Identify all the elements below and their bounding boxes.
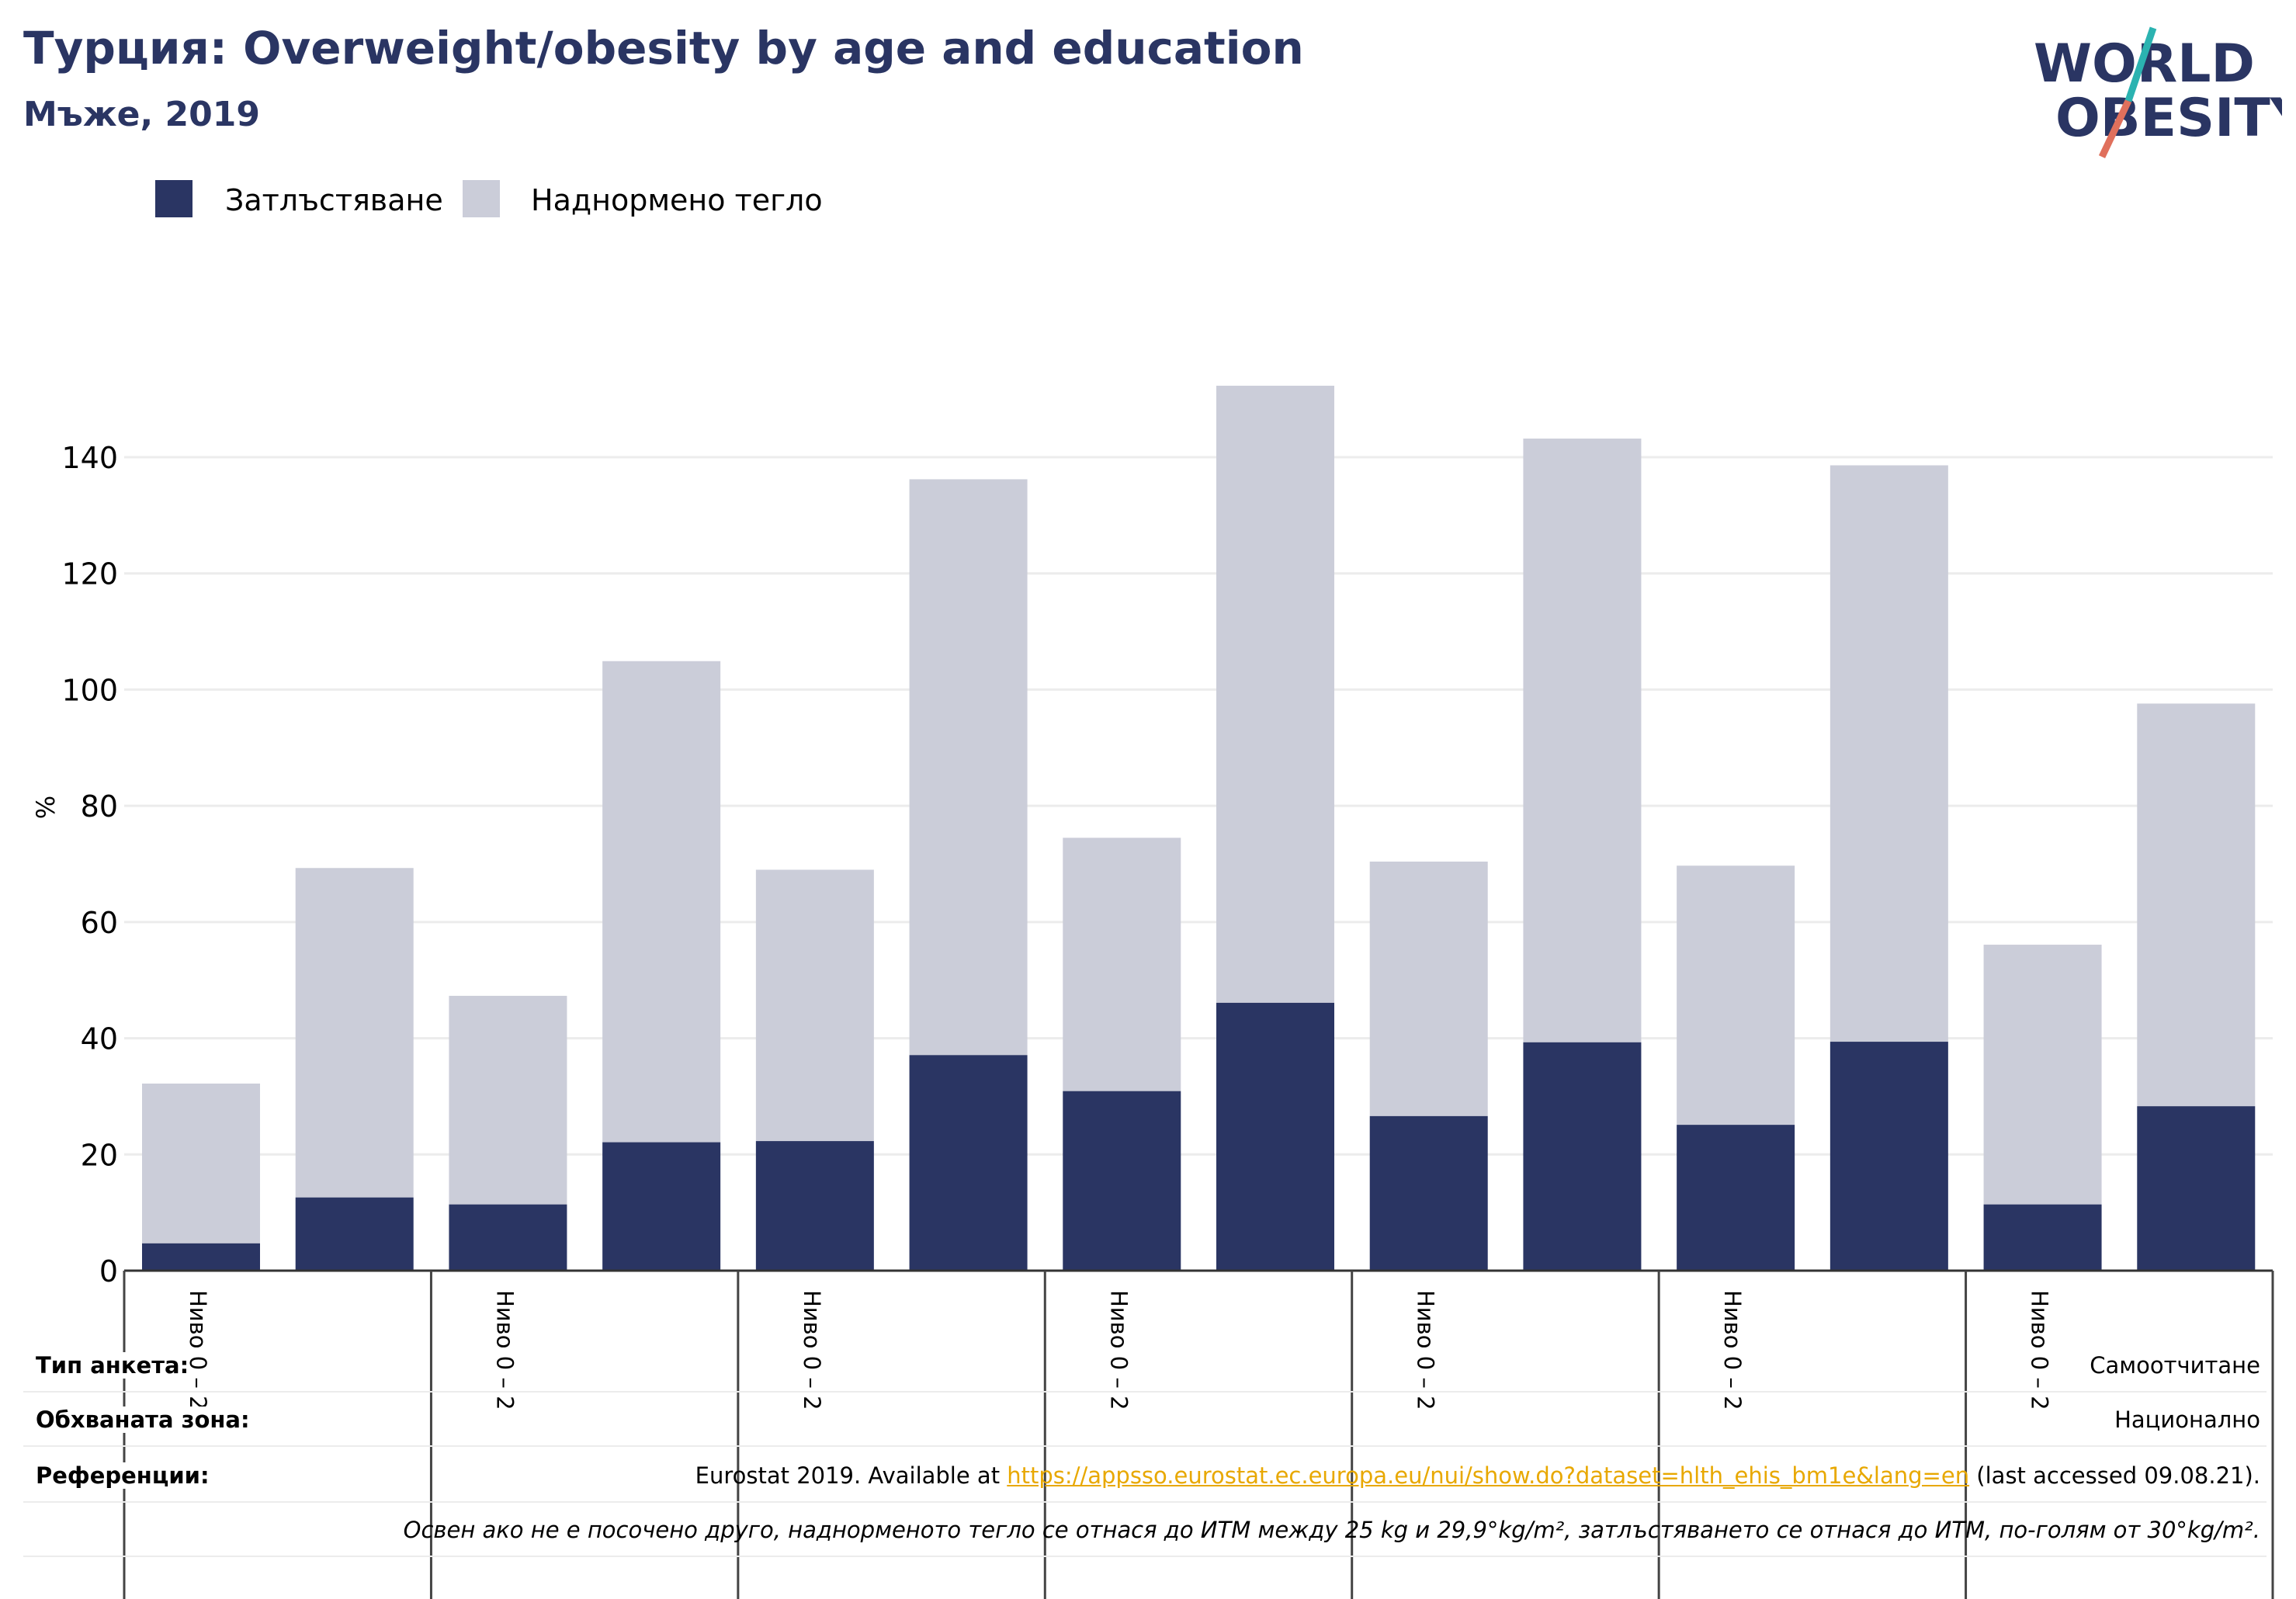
bar-obesity [1063,1091,1181,1271]
meta-note-row: Освен ако не е посочено друго, наднормен… [23,1501,2267,1557]
bar-obesity [602,1142,721,1271]
bar-overweight [1216,385,1334,1003]
survey-type-value: Самоотчитане [2090,1352,2260,1379]
bar-overweight [2137,703,2256,1107]
legend-label-overweight: Наднормено тегло [531,183,823,217]
bar-obesity [1830,1042,1948,1271]
references-link[interactable]: https://appsso.eurostat.ec.europa.eu/nui… [1007,1462,1970,1489]
x-tick-label: Ниво 0 – 2 [1719,1290,1746,1410]
x-tick-label: Ниво 0 – 2 [491,1290,518,1410]
y-tick-label: 100 [61,673,118,707]
bar-overweight [1830,465,1948,1042]
bar-obesity [1216,1002,1334,1271]
legend-swatch-obesity [155,180,192,217]
x-tick-label: Ниво 0 – 2 [799,1290,825,1410]
logo-line2: OBESITY [2055,88,2282,149]
logo-slash-teal [2124,26,2157,102]
bmi-note: Освен ако не е посочено друго, наднормен… [403,1517,2260,1543]
x-tick-label: Ниво 0 – 2 [2027,1290,2053,1410]
bar-obesity [1677,1125,1795,1271]
bar-obesity [2137,1106,2256,1271]
coverage-value: Национално [2114,1406,2260,1433]
y-tick-label: 40 [81,1022,118,1056]
bar-obesity [909,1055,1028,1271]
references-label: Референции: [36,1462,210,1489]
bar-overweight [1523,439,1642,1042]
bar-overweight [295,868,414,1198]
coverage-label: Обхваната зона: [36,1406,250,1433]
references-value: Eurostat 2019. Available at https://apps… [695,1462,2260,1489]
bar-obesity [1369,1115,1488,1271]
bar-overweight [449,995,567,1205]
chart-title: Турция: Overweight/obesity by age and ed… [23,22,1304,75]
meta-coverage-row: Обхваната зона: Национално [23,1391,2267,1447]
bar-obesity [755,1141,874,1271]
y-tick-label: 0 [99,1254,118,1289]
bar-overweight [1063,838,1181,1091]
legend-label-obesity: Затлъстяване [225,183,443,217]
world-obesity-logo-graphic: WORLD OBESITY [2034,26,2296,158]
bar-overweight [142,1083,260,1243]
bar-obesity [1983,1204,2102,1271]
meta-survey-type-row: Тип анкета: Самоотчитане [23,1337,2267,1393]
bar-obesity [142,1243,260,1271]
x-tick-label: Ниво 0 – 2 [185,1290,211,1410]
references-suffix: (last accessed 09.08.21). [1969,1462,2260,1489]
survey-type-label: Тип анкета: [36,1352,189,1379]
world-obesity-logo: WORLD OBESITY [2018,23,2296,163]
bar-overweight [755,869,874,1142]
y-tick-label: 140 [61,441,118,475]
bar-obesity [1523,1042,1642,1271]
legend-swatch-overweight [463,180,500,217]
bar-overweight [909,479,1028,1056]
bar-obesity [449,1204,567,1271]
y-tick-label: 80 [81,789,118,824]
x-tick-label: Ниво 0 – 2 [1105,1290,1132,1410]
bar-obesity [295,1197,414,1271]
chart-subtitle: Мъже, 2019 [23,95,260,134]
bar-overweight [1677,865,1795,1126]
meta-references-row: Референции: Eurostat 2019. Available at … [23,1447,2267,1503]
y-tick-label: 120 [61,557,118,591]
y-axis-label: % [31,796,61,819]
bar-overweight [602,661,721,1143]
y-tick-label: 20 [81,1138,118,1172]
y-tick-label: 60 [81,906,118,940]
bar-overweight [1369,862,1488,1116]
logo-slash-red [2098,99,2132,158]
bar-overweight [1983,945,2102,1205]
references-prefix: Eurostat 2019. Available at [695,1462,1008,1489]
x-tick-label: Ниво 0 – 2 [1413,1290,1439,1410]
